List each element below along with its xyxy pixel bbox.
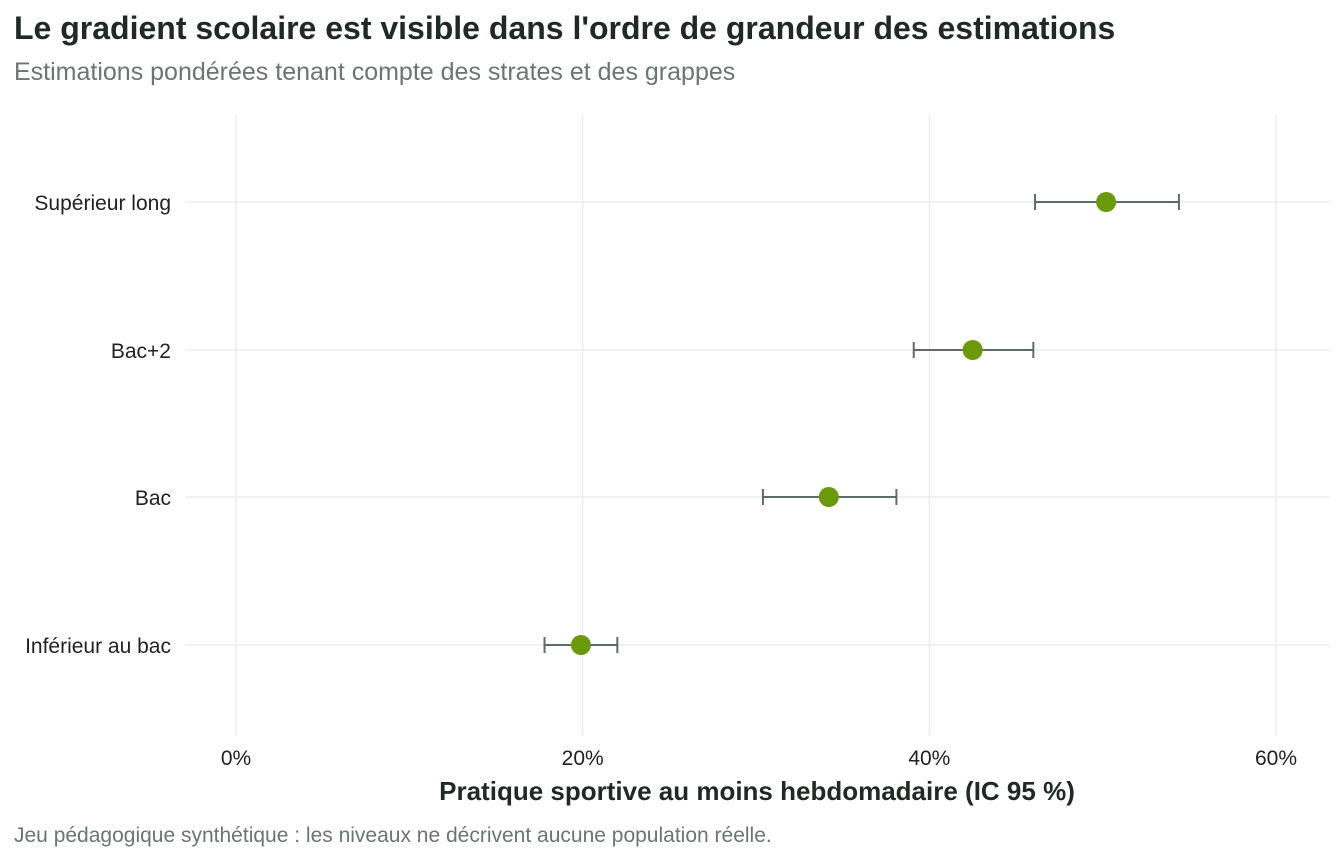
x-tick-label: 0% (221, 747, 251, 770)
y-tick-label: Inférieur au bac (25, 635, 171, 658)
chart-caption: Jeu pédagogique synthétique : les niveau… (14, 824, 772, 847)
chart-subtitle: Estimations pondérées tenant compte des … (14, 58, 736, 86)
x-axis-title: Pratique sportive au moins hebdomadaire … (439, 776, 1075, 806)
grid-layer (185, 115, 1330, 735)
estimate-point (818, 487, 839, 507)
x-axis-labels: 0% 20% 40% 60% (221, 747, 1297, 770)
y-tick-label: Bac (135, 487, 171, 510)
y-axis-labels: Inférieur au bac Bac Bac+2 Supérieur long (25, 192, 171, 658)
x-tick-label: 40% (908, 747, 950, 770)
x-tick-label: 60% (1255, 747, 1297, 770)
y-tick-label: Bac+2 (111, 340, 171, 363)
x-tick-label: 20% (562, 747, 604, 770)
chart-marks (543, 192, 1180, 655)
estimate-point (962, 340, 983, 360)
estimate-point (570, 635, 591, 655)
y-tick-label: Supérieur long (34, 192, 171, 215)
chart-title: Le gradient scolaire est visible dans l'… (14, 10, 1116, 46)
estimate-point (1096, 192, 1117, 212)
